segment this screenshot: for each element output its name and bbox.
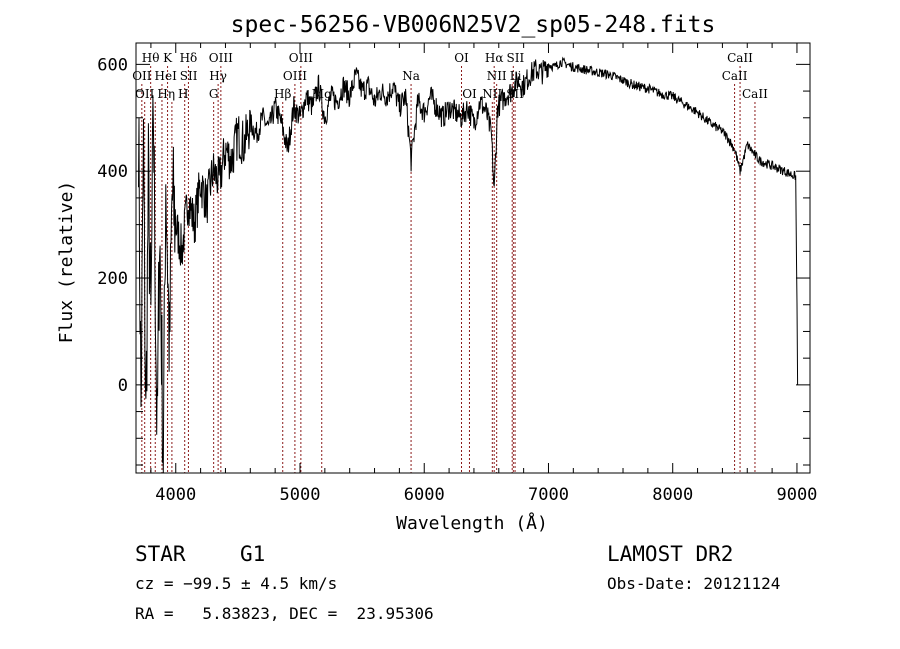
- line-label: SII: [506, 87, 524, 101]
- y-axis-label: Flux (relative): [56, 181, 77, 344]
- line-label: Hγ: [209, 69, 227, 83]
- line-label: Hα: [485, 51, 504, 65]
- line-label: OIII: [289, 51, 313, 65]
- spectrum-line: [138, 56, 799, 474]
- survey-name: LAMOST DR2: [607, 542, 733, 566]
- y-tick-label: 400: [97, 162, 128, 182]
- line-label: Mg: [312, 87, 332, 101]
- line-label: OII: [135, 87, 155, 101]
- line-label: NII: [487, 69, 507, 83]
- line-label: OIII: [283, 69, 307, 83]
- line-label: G: [209, 87, 219, 101]
- x-tick-label: 5000: [280, 485, 321, 505]
- spectrum-series: [138, 56, 799, 474]
- y-tick-label: 0: [118, 376, 128, 396]
- line-label: OI: [454, 51, 469, 65]
- line-label: Li: [510, 69, 522, 83]
- x-tick-label: 8000: [652, 485, 693, 505]
- y-tick-label: 200: [97, 269, 128, 289]
- obs-date: Obs-Date: 20121124: [607, 574, 780, 593]
- plot-frame: [135, 42, 811, 474]
- line-label: H: [178, 87, 188, 101]
- line-label: CaII: [727, 51, 753, 65]
- line-label: Hδ: [180, 51, 198, 65]
- line-label: Hθ: [142, 51, 160, 65]
- line-label: SII: [180, 69, 198, 83]
- object-subclass: G1: [240, 542, 265, 566]
- line-label: NII: [482, 87, 502, 101]
- line-label: Hη: [157, 87, 175, 101]
- x-tick-label: 6000: [404, 485, 445, 505]
- line-label: Na: [402, 69, 420, 83]
- y-tick-label: 600: [97, 55, 128, 75]
- line-label: CaII: [722, 69, 748, 83]
- redshift-cz: cz = −99.5 ± 4.5 km/s: [135, 574, 337, 593]
- line-label: K: [163, 51, 173, 65]
- chart-title: spec-56256-VB006N25V2_sp05-248.fits: [231, 12, 716, 38]
- x-tick-label: 9000: [776, 485, 817, 505]
- object-class: STAR: [135, 542, 186, 566]
- line-label: Hβ: [274, 87, 291, 101]
- line-label: CaII: [742, 87, 768, 101]
- line-label: SII: [507, 51, 525, 65]
- line-label: OIII: [209, 51, 233, 65]
- ra-dec: RA = 5.83823, DEC = 23.95306: [135, 604, 434, 623]
- axes: 4000 5000 6000 7000 8000 9000 0 200 400 600: [97, 43, 817, 505]
- x-tick-label: 7000: [528, 485, 569, 505]
- line-label: OI: [462, 87, 477, 101]
- line-label: OII: [132, 69, 152, 83]
- line-label: HeI: [155, 69, 178, 83]
- x-axis-label: Wavelength (Å): [396, 512, 548, 534]
- spectral-line-markers: [141, 66, 756, 473]
- x-tick-label: 4000: [155, 485, 196, 505]
